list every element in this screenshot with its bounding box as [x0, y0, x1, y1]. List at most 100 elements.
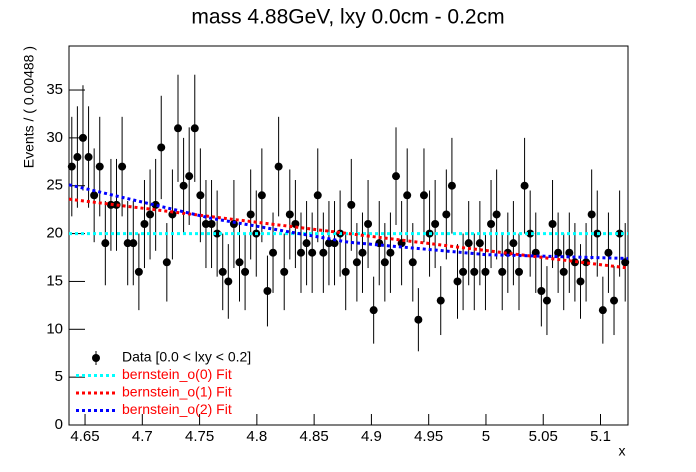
data-point — [73, 153, 82, 162]
data-point — [403, 191, 412, 200]
data-point — [95, 162, 104, 171]
data-point — [419, 191, 428, 200]
y-axis-label: Events / ( 0.00488 ) — [21, 46, 37, 168]
data-point — [498, 267, 507, 276]
data-point — [414, 315, 423, 324]
data-point — [174, 124, 183, 133]
data-point — [112, 200, 121, 209]
data-point — [140, 220, 149, 229]
data-point — [296, 248, 305, 257]
data-point — [587, 210, 596, 219]
data-point — [269, 248, 278, 257]
data-point — [207, 220, 216, 229]
data-point — [470, 267, 479, 276]
x-tick-label: 5 — [482, 428, 490, 445]
data-point — [218, 267, 227, 276]
data-point — [475, 239, 484, 248]
data-point — [118, 162, 127, 171]
data-point — [352, 258, 361, 267]
data-point — [481, 267, 490, 276]
data-point — [246, 210, 255, 219]
data-point — [464, 239, 473, 248]
data-point — [554, 248, 563, 257]
data-point — [101, 239, 110, 248]
legend-label: bernstein_o(2) Fit — [122, 401, 232, 417]
data-point — [514, 267, 523, 276]
data-point — [263, 287, 272, 296]
data-point — [364, 220, 373, 229]
data-point — [157, 143, 166, 152]
data-point — [358, 248, 367, 257]
data-point — [67, 162, 76, 171]
legend-label: bernstein_o(0) Fit — [122, 366, 232, 382]
data-point — [179, 181, 188, 190]
x-tick-label: 4.9 — [361, 428, 382, 445]
x-tick-label: 5.1 — [590, 428, 611, 445]
data-point — [196, 191, 205, 200]
legend-swatch — [92, 354, 100, 362]
x-tick-label: 4.95 — [414, 428, 443, 445]
data-point — [442, 210, 451, 219]
x-tick-label: 4.75 — [185, 428, 214, 445]
data-point — [229, 220, 238, 229]
data-point — [319, 248, 328, 257]
data-point — [447, 181, 456, 190]
data-point — [241, 267, 250, 276]
y-tick-label: 5 — [55, 368, 63, 385]
x-tick-label: 4.65 — [70, 428, 99, 445]
data-point — [302, 239, 311, 248]
data-point — [537, 287, 546, 296]
plot-frame — [68, 45, 629, 426]
data-point — [526, 229, 535, 238]
data-point — [285, 210, 294, 219]
data-point — [257, 191, 266, 200]
y-tick-label: 0 — [55, 416, 63, 433]
data-point — [542, 296, 551, 305]
data-point — [190, 124, 199, 133]
data-point — [408, 258, 417, 267]
data-point — [615, 229, 624, 238]
x-axis-label: x — [619, 443, 626, 459]
data-point — [324, 239, 333, 248]
legend-label: bernstein_o(1) Fit — [122, 384, 232, 400]
data-point — [280, 267, 289, 276]
x-tick-label: 4.85 — [300, 428, 329, 445]
x-tick-label: 5.05 — [529, 428, 558, 445]
data-point — [201, 220, 210, 229]
data-point — [235, 258, 244, 267]
data-point — [185, 172, 194, 181]
data-point — [341, 267, 350, 276]
data-point — [621, 258, 630, 267]
data-point — [313, 191, 322, 200]
data-point — [392, 172, 401, 181]
data-point — [509, 239, 518, 248]
data-point — [548, 220, 557, 229]
data-point — [453, 277, 462, 286]
data-point — [134, 267, 143, 276]
data-point — [162, 258, 171, 267]
data-point — [330, 239, 339, 248]
data-point — [224, 277, 233, 286]
data-point — [520, 181, 529, 190]
data-point — [84, 153, 93, 162]
data-point — [213, 229, 222, 238]
data-point — [436, 296, 445, 305]
data-point — [274, 162, 283, 171]
data-point — [146, 210, 155, 219]
data-point — [492, 210, 501, 219]
data-point — [610, 296, 619, 305]
data-point — [431, 220, 440, 229]
data-point — [487, 220, 496, 229]
y-tick-label: 10 — [46, 320, 63, 337]
x-tick-label: 4.8 — [246, 428, 267, 445]
data-point — [380, 258, 389, 267]
x-tick-label: 4.7 — [132, 428, 153, 445]
data-point — [369, 306, 378, 315]
fit-line — [68, 197, 629, 270]
y-tick-label: 30 — [46, 129, 63, 146]
data-point — [90, 191, 99, 200]
chart-title: mass 4.88GeV, lxy 0.0cm - 0.2cm — [191, 6, 504, 29]
data-point — [129, 239, 138, 248]
data-point — [347, 200, 356, 209]
